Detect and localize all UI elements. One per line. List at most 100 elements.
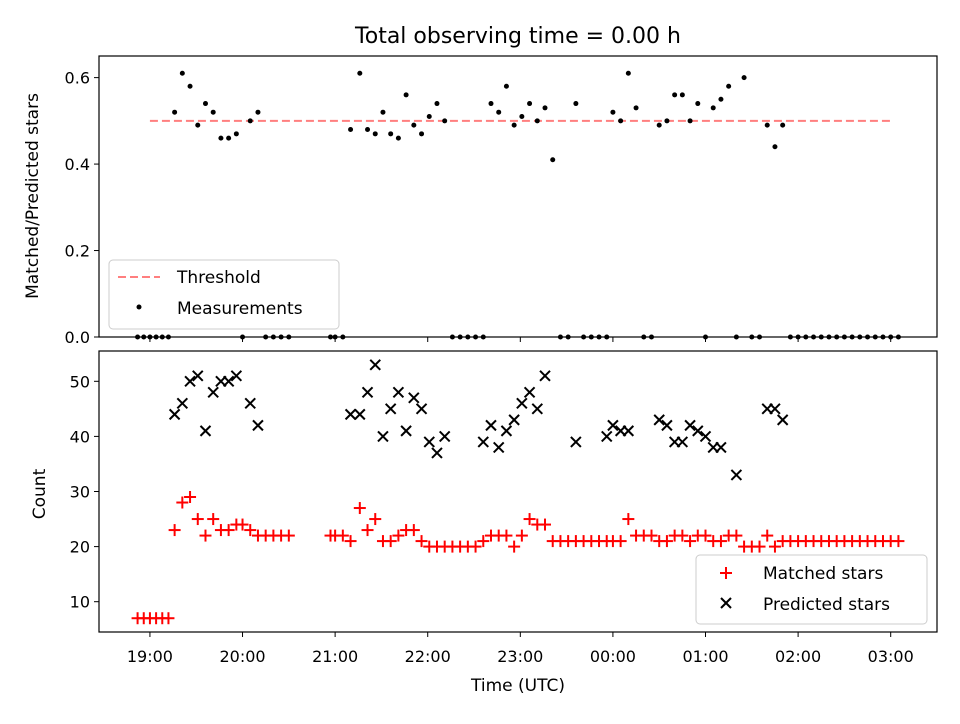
measurement-point xyxy=(442,118,448,124)
predicted-star-point xyxy=(516,397,528,410)
measurement-point xyxy=(159,334,165,340)
measurement-point xyxy=(872,334,878,340)
predicted-star-point xyxy=(493,441,505,454)
matched-star-point xyxy=(676,529,689,542)
ratio-x-ticks xyxy=(149,337,892,342)
measurement-point xyxy=(826,334,832,340)
matched-star-point xyxy=(500,529,513,542)
measurement-point xyxy=(787,334,793,340)
measurements-series xyxy=(135,70,901,340)
ratio-legend-box xyxy=(108,259,340,330)
predicted-star-point xyxy=(400,425,412,437)
count-x-tick-label: 19:00 xyxy=(127,647,173,666)
measurement-point xyxy=(247,118,253,124)
measurement-point xyxy=(633,105,639,111)
measurement-point xyxy=(733,334,739,340)
predicted-star-point xyxy=(168,408,181,421)
measurement-point xyxy=(534,118,540,124)
measurement-point xyxy=(664,118,670,124)
chart-title: Total observing time = 0.00 h xyxy=(354,24,681,49)
ratio-panel: 0.0 0.2 0.4 0.6 Matched/Predicted stars Thr… xyxy=(23,55,938,347)
count-y-axis: 10 20 30 40 50 xyxy=(70,372,99,612)
predicted-stars-series xyxy=(168,359,789,481)
predicted-star-point xyxy=(369,359,381,371)
predicted-star-point xyxy=(500,425,513,437)
count-legend: Matched stars Predicted stars xyxy=(695,554,928,625)
measurement-point xyxy=(741,75,747,81)
matched-star-point xyxy=(469,540,482,553)
matched-star-point xyxy=(369,513,382,526)
matched-star-point xyxy=(184,491,197,504)
matched-star-point xyxy=(236,518,249,531)
measurement-point xyxy=(596,334,602,340)
measurement-point xyxy=(187,83,193,89)
predicted-star-point xyxy=(539,370,551,382)
predicted-star-point xyxy=(354,408,366,421)
measurement-point xyxy=(202,101,208,107)
measurement-point xyxy=(672,92,678,98)
predicted-star-point xyxy=(423,436,435,448)
measurement-point xyxy=(153,334,159,340)
measurement-point xyxy=(834,334,840,340)
predicted-star-point xyxy=(523,386,536,399)
predicted-star-point xyxy=(222,375,235,388)
measurement-point xyxy=(588,334,594,340)
count-x-tick-label: 21:00 xyxy=(312,647,358,666)
measurement-point xyxy=(695,101,701,107)
measurement-point xyxy=(218,135,224,141)
measurement-point xyxy=(687,118,693,124)
count-panel: 10 20 30 40 50 19:00 20:00 21:00 22:00 23:00 00:0… xyxy=(30,350,938,696)
count-y-label: Count xyxy=(30,468,50,519)
measurement-point xyxy=(340,334,346,340)
predicted-star-point xyxy=(230,370,243,382)
predicted-star-point xyxy=(415,403,428,415)
matched-star-point xyxy=(515,529,528,542)
matched-stars-series xyxy=(131,491,905,625)
matched-star-point xyxy=(168,524,181,537)
predicted-star-point xyxy=(199,425,212,437)
matched-star-point xyxy=(730,529,743,542)
measurement-point xyxy=(380,109,386,115)
measurement-point xyxy=(710,105,716,111)
measurement-point xyxy=(610,109,616,115)
matched-star-point xyxy=(407,524,420,537)
measurement-point xyxy=(179,70,185,76)
predicted-star-point xyxy=(477,436,489,448)
predicted-star-point xyxy=(192,370,204,382)
matched-star-point xyxy=(660,535,673,548)
matched-star-point xyxy=(714,535,727,548)
measurement-point xyxy=(849,334,855,340)
measurement-point xyxy=(895,334,901,340)
matched-star-point xyxy=(753,540,766,553)
measurement-point xyxy=(141,334,147,340)
legend-measurements-label: Measurements xyxy=(177,299,303,319)
measurement-point xyxy=(749,334,755,340)
measurement-point xyxy=(240,334,246,340)
legend-matched-swatch xyxy=(720,567,732,579)
predicted-star-point xyxy=(377,430,389,443)
predicted-star-point xyxy=(252,419,264,432)
measurement-point xyxy=(411,122,417,128)
measurement-point xyxy=(803,334,809,340)
predicted-star-point xyxy=(431,447,443,459)
measurement-point xyxy=(511,122,517,128)
matched-star-point xyxy=(222,524,235,537)
measurement-point xyxy=(604,334,610,340)
measurement-point xyxy=(618,118,624,124)
matched-star-point xyxy=(699,529,712,542)
matched-star-point xyxy=(176,496,189,509)
measurement-point xyxy=(780,122,786,128)
ratio-plot-frame xyxy=(98,55,938,338)
measurement-point xyxy=(226,135,232,141)
matched-star-point xyxy=(392,529,405,542)
measurement-point xyxy=(388,131,394,137)
matched-star-point xyxy=(645,529,658,542)
matched-star-point xyxy=(523,513,536,526)
measurement-point xyxy=(263,334,269,340)
predicted-star-point xyxy=(692,425,704,437)
matched-star-point xyxy=(614,535,627,548)
measurement-point xyxy=(172,109,178,115)
measurement-point xyxy=(365,126,371,132)
predicted-star-point xyxy=(244,397,256,410)
